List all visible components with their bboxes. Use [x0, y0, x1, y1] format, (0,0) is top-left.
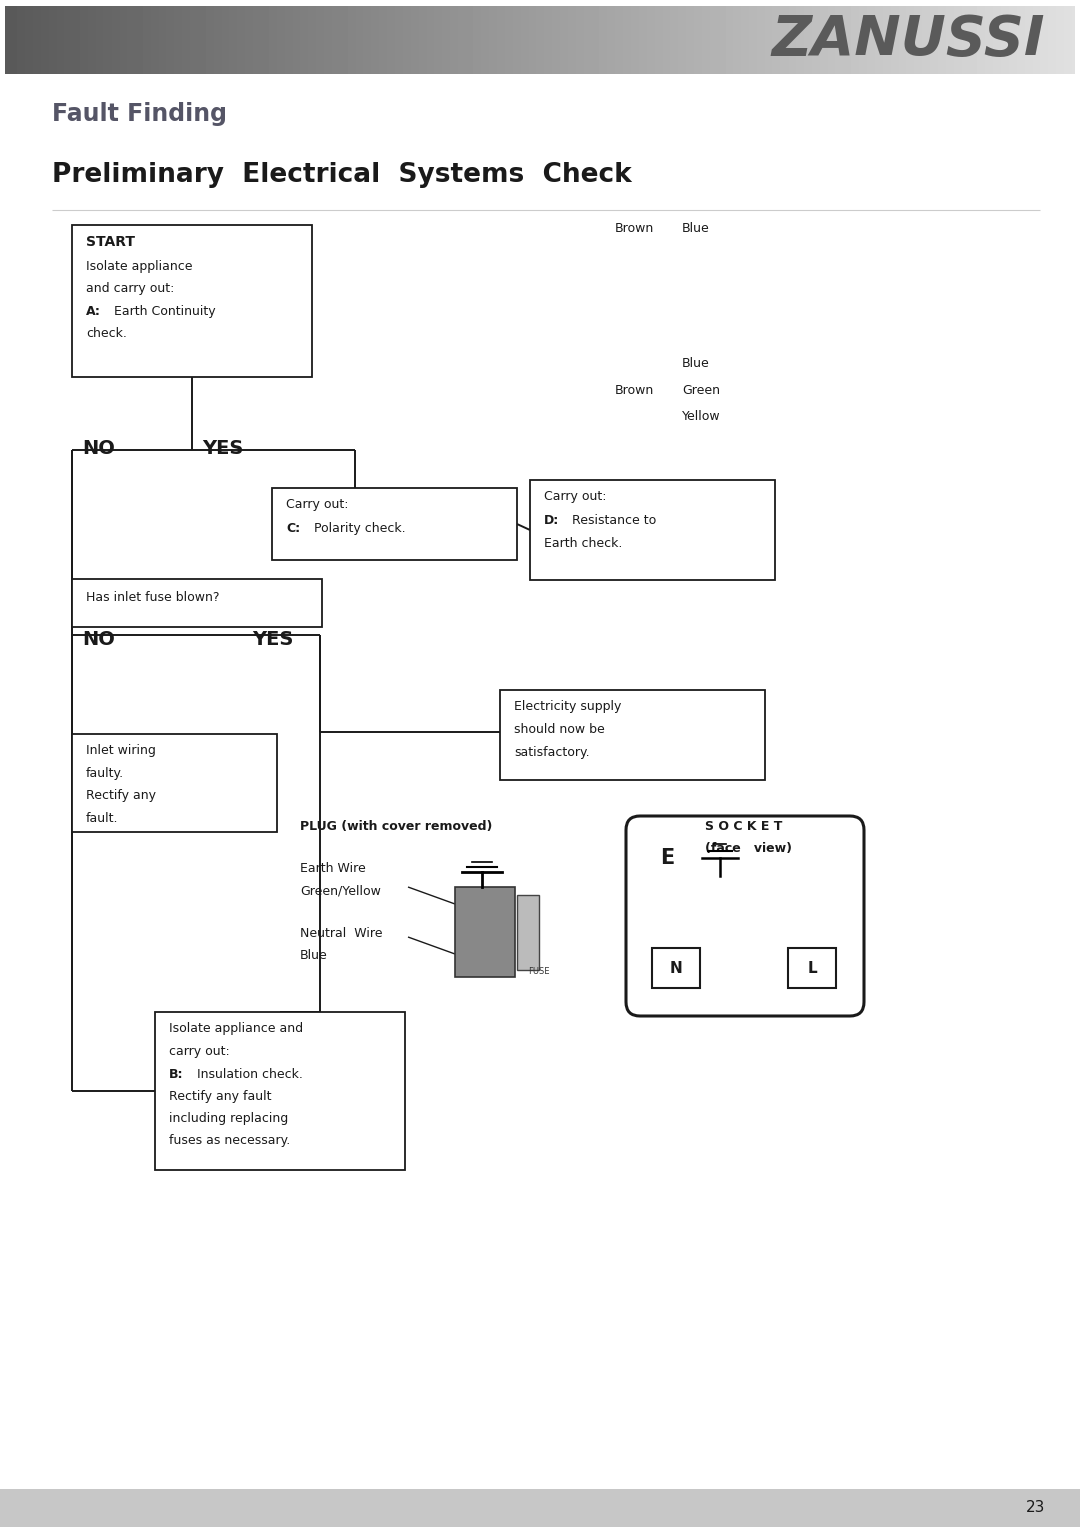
Text: E: E	[660, 849, 674, 869]
FancyBboxPatch shape	[455, 887, 515, 977]
FancyBboxPatch shape	[652, 948, 700, 988]
Text: YES: YES	[202, 440, 243, 458]
Text: D:: D:	[544, 515, 559, 527]
FancyBboxPatch shape	[500, 689, 765, 780]
FancyBboxPatch shape	[156, 1013, 405, 1170]
Text: Fault Finding: Fault Finding	[52, 103, 227, 126]
Text: Blue: Blue	[681, 357, 710, 371]
Text: Yellow: Yellow	[681, 411, 720, 423]
Text: fault.: fault.	[86, 812, 119, 826]
Text: A:: A:	[86, 305, 100, 319]
FancyBboxPatch shape	[530, 480, 775, 581]
Text: PLUG (with cover removed): PLUG (with cover removed)	[300, 820, 492, 833]
Text: faulty.: faulty.	[86, 768, 124, 780]
Text: S O C K E T: S O C K E T	[705, 820, 782, 833]
FancyBboxPatch shape	[626, 817, 864, 1016]
Text: Preliminary  Electrical  Systems  Check: Preliminary Electrical Systems Check	[52, 162, 632, 188]
FancyBboxPatch shape	[272, 489, 517, 561]
Text: Green/Yellow: Green/Yellow	[300, 884, 381, 898]
FancyBboxPatch shape	[72, 225, 312, 377]
FancyBboxPatch shape	[72, 579, 322, 627]
Text: Insulation check.: Insulation check.	[197, 1068, 302, 1082]
Text: L: L	[807, 961, 816, 976]
Text: N: N	[670, 961, 683, 976]
Text: NO: NO	[82, 630, 114, 650]
Text: Inlet wiring: Inlet wiring	[86, 745, 156, 757]
Text: and carry out:: and carry out:	[86, 282, 174, 296]
Text: Brown: Brown	[615, 385, 654, 397]
Text: fuses as necessary.: fuses as necessary.	[168, 1134, 291, 1147]
Text: NO: NO	[82, 440, 114, 458]
Text: Brown: Brown	[615, 222, 654, 234]
FancyBboxPatch shape	[72, 734, 276, 832]
Text: FUSE: FUSE	[528, 967, 550, 976]
Text: check.: check.	[86, 326, 126, 340]
Text: Has inlet fuse blown?: Has inlet fuse blown?	[86, 591, 219, 604]
Text: Earth Wire: Earth Wire	[300, 863, 366, 875]
Text: ZANUSSI: ZANUSSI	[771, 12, 1045, 67]
Text: satisfactory.: satisfactory.	[514, 746, 590, 758]
Text: START: START	[86, 234, 135, 250]
FancyBboxPatch shape	[517, 895, 539, 970]
Text: Green: Green	[681, 385, 720, 397]
Text: Isolate appliance and: Isolate appliance and	[168, 1022, 303, 1036]
Text: Isolate appliance: Isolate appliance	[86, 260, 192, 273]
Text: Polarity check.: Polarity check.	[314, 522, 406, 535]
Text: carry out:: carry out:	[168, 1045, 230, 1059]
Text: Blue: Blue	[300, 948, 327, 962]
Text: C:: C:	[286, 522, 300, 535]
Text: Rectify any: Rectify any	[86, 789, 156, 801]
Text: including replacing: including replacing	[168, 1112, 288, 1124]
Text: should now be: should now be	[514, 723, 605, 735]
Text: Carry out:: Carry out:	[544, 490, 607, 502]
Text: 23: 23	[1026, 1500, 1045, 1515]
FancyBboxPatch shape	[788, 948, 836, 988]
Text: Earth check.: Earth check.	[544, 538, 622, 550]
Text: Earth Continuity: Earth Continuity	[114, 305, 216, 319]
Text: Electricity supply: Electricity supply	[514, 700, 621, 712]
Text: YES: YES	[252, 630, 294, 650]
Text: Resistance to: Resistance to	[572, 515, 657, 527]
Text: Blue: Blue	[681, 222, 710, 234]
Text: Rectify any fault: Rectify any fault	[168, 1089, 271, 1103]
Text: Carry out:: Carry out:	[286, 498, 349, 512]
Text: B:: B:	[168, 1068, 184, 1082]
Text: Neutral  Wire: Neutral Wire	[300, 927, 382, 941]
Text: (face   view): (face view)	[705, 843, 792, 855]
